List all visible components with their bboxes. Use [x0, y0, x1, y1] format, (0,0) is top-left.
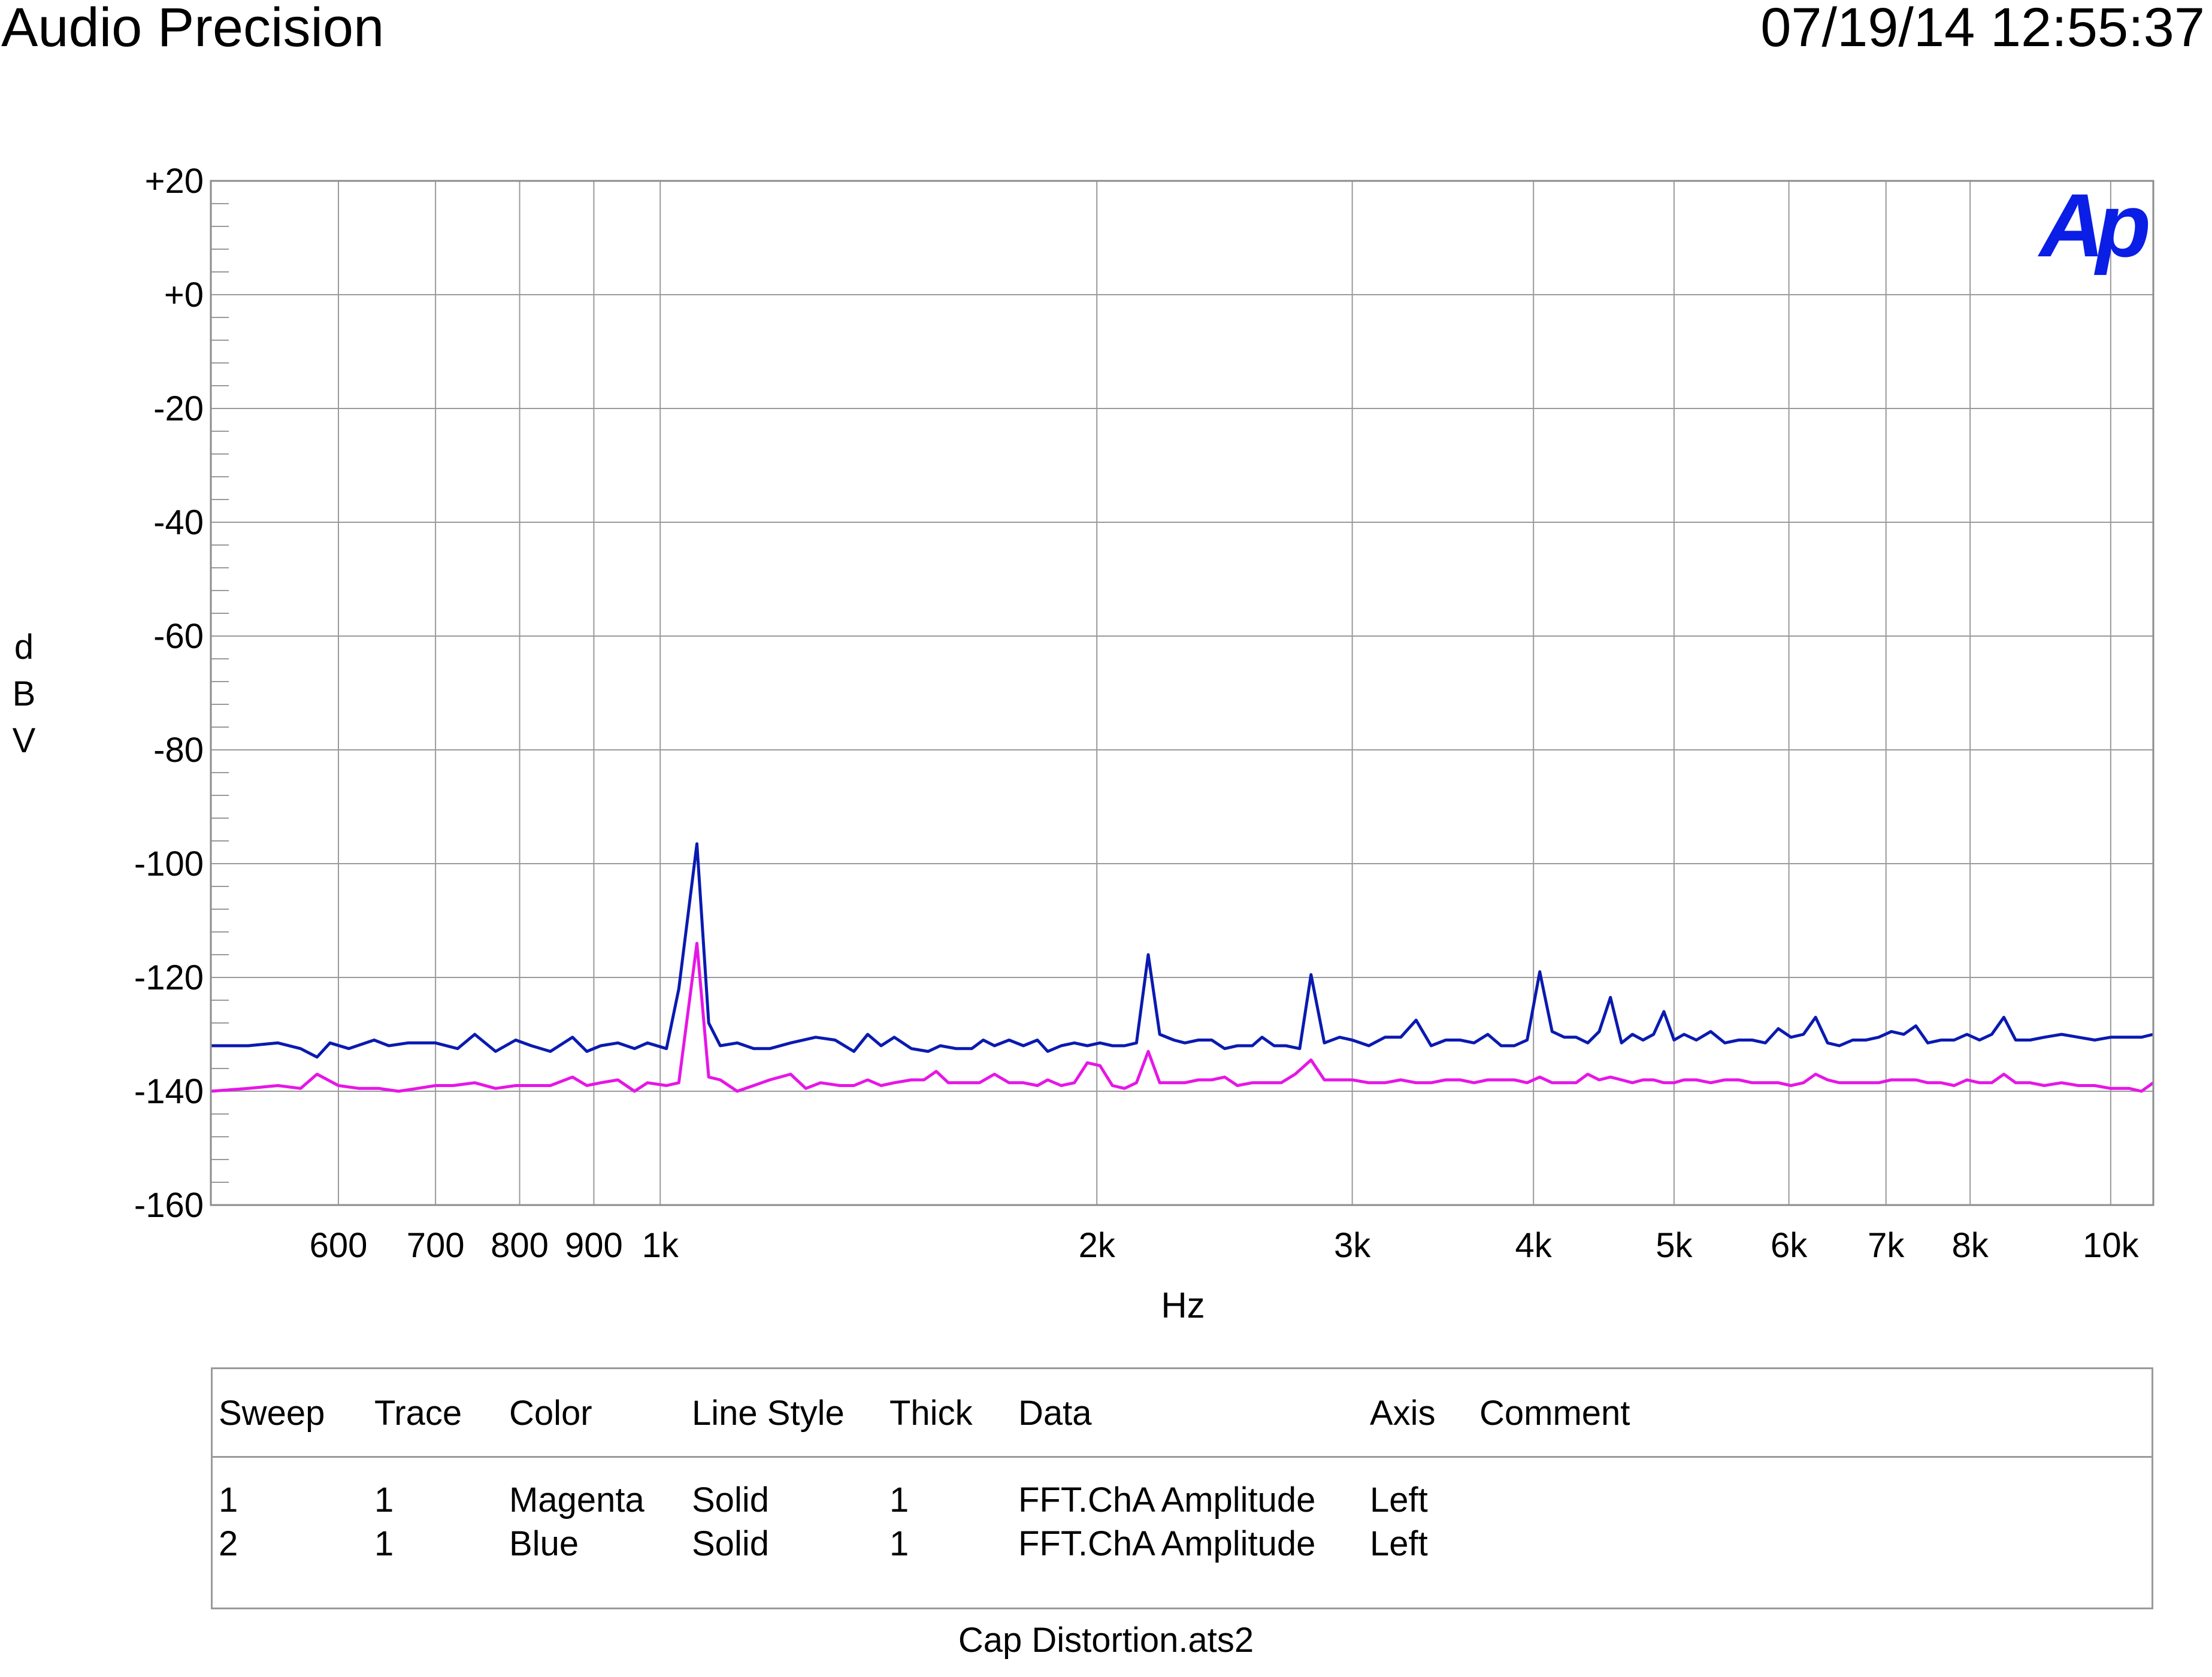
y-tick-label: -80	[153, 731, 204, 770]
legend-cell: Solid	[692, 1481, 769, 1519]
x-tick-label: 600	[310, 1226, 368, 1265]
y-tick-label: -20	[153, 389, 204, 428]
y-axis-ticks: +20 +0 -20 -40 -60 -80 -100 -120 -140 -160	[134, 162, 204, 1225]
legend-cell: Magenta	[509, 1481, 644, 1519]
x-tick-label: 900	[565, 1226, 623, 1265]
legend-cell: 1	[889, 1481, 909, 1519]
x-tick-label: 1k	[642, 1226, 679, 1265]
x-tick-label: 2k	[1079, 1226, 1116, 1265]
y-tick-label: -140	[134, 1072, 204, 1111]
legend-cell: FFT.ChA Amplitude	[1018, 1481, 1316, 1519]
legend-header: Color	[509, 1394, 592, 1433]
x-tick-label: 800	[491, 1226, 549, 1265]
timestamp: 07/19/14 12:55:37	[1760, 0, 2205, 58]
legend-table: Sweep Trace Color Line Style Thick Data Axis Co…	[211, 1367, 2153, 1609]
legend-divider	[213, 1456, 2152, 1458]
legend-cell: FFT.ChA Amplitude	[1018, 1524, 1316, 1563]
legend-header: Comment	[1479, 1394, 1630, 1433]
legend-cell: 2	[219, 1524, 238, 1563]
x-tick-label: 700	[407, 1226, 465, 1265]
fft-amplitude-chart: 600 700 800 900 1k 2k 3k 4k 5k 6k 7k 8k 10k +20 +0 -20…	[13, 162, 2157, 1325]
series-layer	[210, 842, 2154, 1093]
x-tick-label: 3k	[1334, 1226, 1371, 1265]
legend-header: Line Style	[692, 1394, 845, 1433]
x-tick-label: 7k	[1868, 1226, 1905, 1265]
legend-cell: 1	[889, 1524, 909, 1563]
plot-frame	[210, 180, 2154, 1206]
legend-header: Data	[1018, 1394, 1092, 1433]
series-line-2	[210, 942, 2154, 1093]
legend-cell: 1	[374, 1481, 394, 1519]
y-axis-label: dBV	[13, 628, 36, 760]
y-tick-label: +0	[164, 276, 204, 314]
x-tick-label: 4k	[1515, 1226, 1553, 1265]
legend-cell: Left	[1370, 1524, 1428, 1563]
y-tick-label: -60	[153, 617, 204, 656]
x-axis-ticks: 600 700 800 900 1k 2k 3k 4k 5k 6k 7k 8k 10k	[310, 1226, 2140, 1265]
legend-cell: Left	[1370, 1481, 1428, 1519]
x-tick-label: 6k	[1771, 1226, 1808, 1265]
legend-header: Thick	[889, 1394, 973, 1433]
y-tick-label: -160	[134, 1186, 204, 1225]
legend-header: Sweep	[219, 1394, 325, 1433]
y-axis-label-letter: B	[13, 674, 36, 713]
y-axis-label-letter: d	[14, 628, 34, 667]
legend-header: Trace	[374, 1394, 462, 1433]
y-tick-label: +20	[145, 162, 204, 201]
y-tick-label: -40	[153, 503, 204, 542]
y-tick-label: -100	[134, 844, 204, 883]
y-tick-label: -120	[134, 958, 204, 997]
legend-cell: 1	[219, 1481, 238, 1519]
x-tick-label: 10k	[2083, 1226, 2140, 1265]
ap-logo: Ap	[2037, 175, 2148, 276]
grid	[211, 180, 2153, 1206]
legend-cell: 1	[374, 1524, 394, 1563]
series-line-1	[211, 842, 2154, 1059]
x-tick-label: 5k	[1656, 1226, 1693, 1265]
legend-cell: Blue	[509, 1524, 579, 1563]
x-axis-label: Hz	[1161, 1285, 1205, 1325]
x-tick-label: 8k	[1952, 1226, 1989, 1265]
legend-cell: Solid	[692, 1524, 769, 1563]
y-axis-label-letter: V	[13, 721, 36, 760]
file-name: Cap Distortion.ats2	[958, 1621, 1254, 1660]
app-title: Audio Precision	[1, 0, 385, 58]
legend-header: Axis	[1370, 1394, 1436, 1433]
